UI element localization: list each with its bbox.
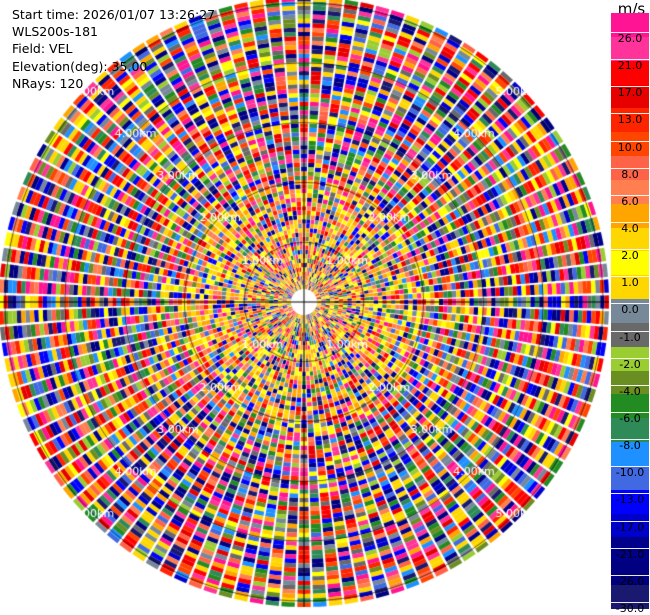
colorbar-tick-line (611, 32, 649, 33)
colorbar-tick-line (611, 330, 649, 332)
field-label: Field: VEL (12, 41, 73, 57)
colorbar-swatch (611, 370, 649, 395)
colorbar-tick-label: -6.0 (619, 412, 641, 425)
colorbar-tick-label: 4.0 (621, 222, 639, 235)
colorbar-swatch (611, 299, 649, 324)
colorbar-swatch (611, 36, 649, 62)
colorbar-tick-label: 0.0 (621, 303, 639, 317)
colorbar-tick-label: 13.0 (617, 113, 643, 127)
elevation-label: Elevation(deg): 35.00 (12, 58, 148, 74)
colorbar-tick-line (611, 140, 649, 142)
colorbar-swatch (611, 322, 649, 348)
colorbar-swatch (611, 513, 649, 538)
colorbar-swatch (611, 179, 649, 205)
colorbar-swatch (611, 442, 649, 467)
colorbar-tick-label: -21.0 (615, 547, 645, 561)
colorbar-tick-line (611, 113, 649, 115)
colorbar-tick-line (611, 222, 649, 223)
colorbar-tick-label: 21.0 (617, 59, 643, 73)
colorbar-tick-label: -4.0 (619, 384, 641, 398)
colorbar-tick-label: 6.0 (621, 194, 639, 208)
colorbar-tick-label: 1.0 (621, 276, 639, 290)
colorbar-swatch (611, 251, 649, 276)
colorbar-tick-label: -10.0 (615, 466, 645, 480)
colorbar-tick-label: -8.0 (619, 439, 641, 453)
colorbar-tick-line (611, 574, 649, 576)
colorbar-tick-label: 17.0 (617, 86, 643, 100)
colorbar-tick-line (611, 167, 649, 169)
scan-info: Start time: 2026/01/07 13:26:27 WLS200s-… (12, 6, 215, 92)
colorbar-swatch (611, 84, 649, 109)
nrays-label: NRays: 120 (12, 75, 84, 91)
colorbar-swatch (611, 465, 649, 491)
colorbar-swatch (611, 60, 649, 85)
colorbar-swatch (611, 561, 649, 586)
colorbar-swatch (611, 108, 649, 133)
colorbar-swatch (611, 585, 649, 610)
colorbar-tick-label: 8.0 (621, 167, 639, 181)
colorbar-tick-line (611, 520, 649, 522)
colorbar-tick-label: 2.0 (621, 249, 639, 263)
colorbar-tick-label: 10.0 (617, 140, 643, 154)
colorbar-swatch (611, 203, 649, 229)
colorbar-swatch (611, 418, 649, 443)
colorbar-swatch (611, 275, 649, 300)
colorbar-tick-line (611, 357, 649, 359)
colorbar-tick-line (611, 493, 649, 495)
colorbar-tick-line (611, 384, 649, 386)
instrument-label: WLS200s-181 (12, 24, 98, 40)
colorbar-tick-line (611, 249, 649, 251)
colorbar-tick-line (611, 412, 649, 413)
colorbar-tick-line (611, 303, 649, 305)
colorbar-tick-line (611, 547, 649, 549)
colorbar-swatch (611, 132, 649, 157)
colorbar: 26.0 21.0 17.0 13.0 10.0 8.0 6.0 4.0 2.0 1.0 0.0 -1… (611, 13, 649, 615)
colorbar-tick-label: -13.0 (615, 493, 645, 507)
colorbar-tick-label: -30.0 (615, 602, 645, 615)
colorbar-tick-line (611, 86, 649, 88)
colorbar-tick-label: 26.0 (617, 32, 643, 45)
colorbar-tick-line (611, 276, 649, 278)
colorbar-tick-line (611, 194, 649, 196)
colorbar-swatch (611, 346, 649, 372)
colorbar-swatch (611, 394, 649, 419)
start-time-label: Start time: 2026/01/07 13:26:27 (12, 7, 216, 22)
colorbar-tick-line (611, 602, 649, 603)
colorbar-tick-label: -2.0 (619, 357, 641, 371)
colorbar-tick-line (611, 439, 649, 441)
ppi-scan-plot (0, 0, 610, 610)
colorbar-tick-line (611, 466, 649, 468)
colorbar-tick-line (611, 59, 649, 61)
colorbar-swatch (611, 537, 649, 562)
colorbar-tick-label: -1.0 (619, 330, 641, 344)
colorbar-swatch (611, 227, 649, 252)
colorbar-swatch (611, 13, 649, 38)
colorbar-tick-label: -26.0 (615, 574, 645, 588)
colorbar-tick-label: -17.0 (615, 520, 645, 534)
